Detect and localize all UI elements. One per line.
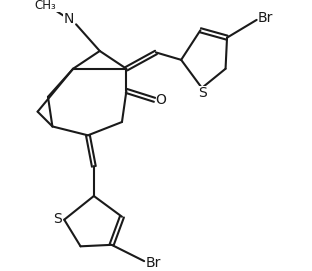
Text: S: S — [53, 212, 62, 226]
Text: S: S — [198, 86, 207, 100]
Text: Br: Br — [146, 256, 161, 270]
Text: N: N — [64, 12, 74, 26]
Text: Br: Br — [258, 11, 273, 25]
Text: O: O — [156, 93, 167, 107]
Text: CH₃: CH₃ — [34, 0, 56, 12]
